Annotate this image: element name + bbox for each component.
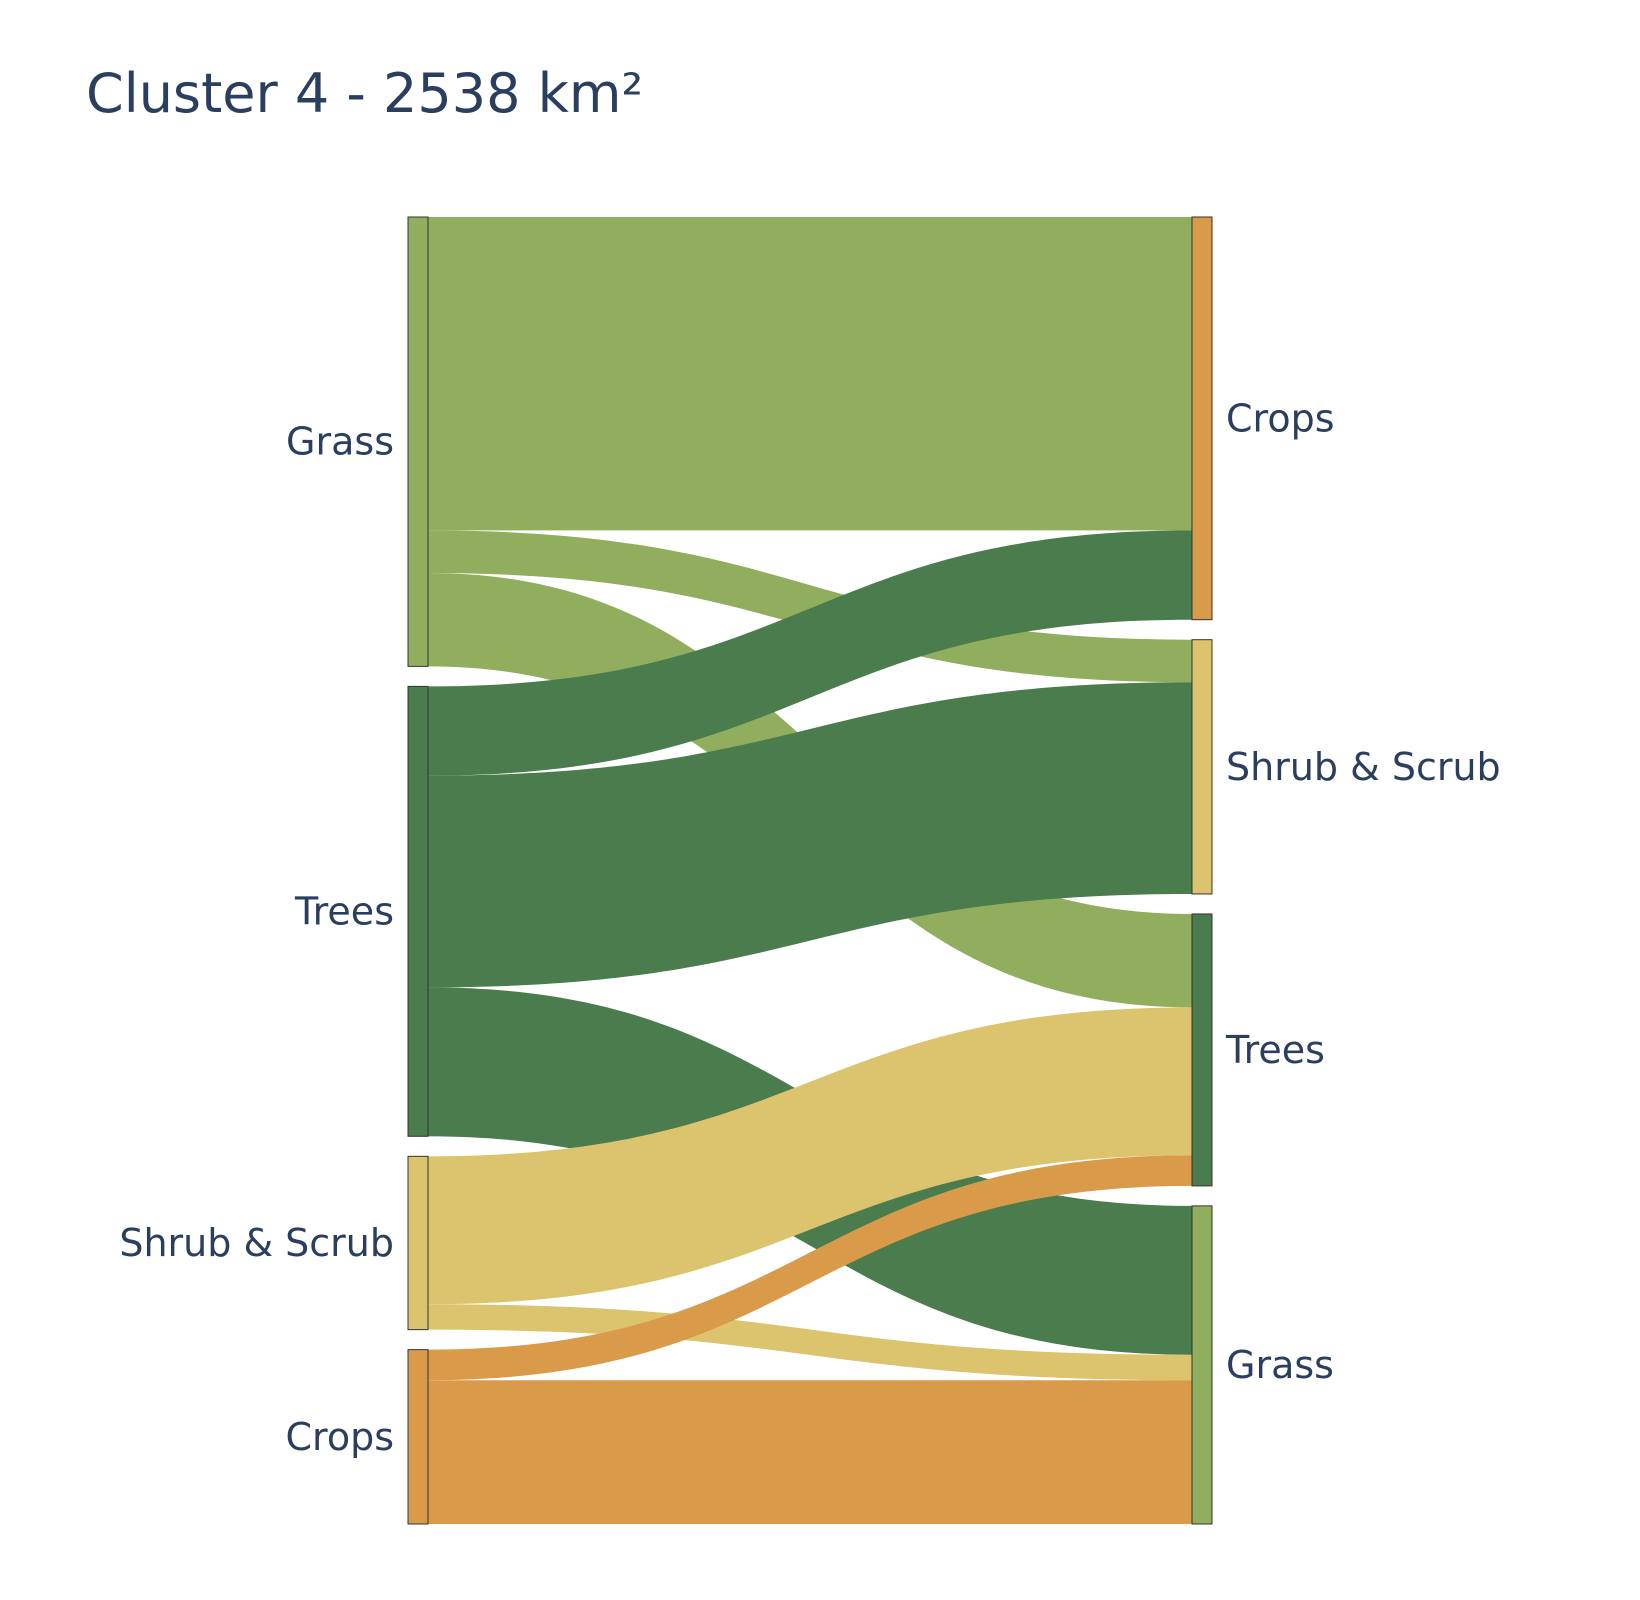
link-trees-to-shrub-and-scrub[interactable] (428, 682, 1192, 988)
link-shrub-and-scrub-to-trees[interactable] (428, 1007, 1192, 1305)
source-node-shrub-and-scrub[interactable] (407, 1155, 429, 1331)
target-node-shrub-and-scrub[interactable] (1191, 639, 1213, 895)
source-node-label-shrub-and-scrub: Shrub & Scrub (119, 1221, 394, 1265)
target-node-label-shrub-and-scrub: Shrub & Scrub (1226, 745, 1501, 789)
target-node-label-trees: Trees (1225, 1028, 1325, 1072)
link-grass-to-shrub-and-scrub[interactable] (428, 530, 1192, 683)
source-node-label-crops: Crops (286, 1415, 395, 1459)
target-node-grass[interactable] (1191, 1205, 1213, 1525)
link-crops-to-trees[interactable] (428, 1155, 1192, 1381)
source-node-grass[interactable] (407, 216, 429, 667)
link-trees-to-crops[interactable] (428, 530, 1192, 776)
link-shrub-and-scrub-to-grass[interactable] (428, 1304, 1192, 1381)
link-grass-to-crops[interactable] (428, 217, 1192, 531)
source-node-trees[interactable] (407, 685, 429, 1137)
target-node-trees[interactable] (1191, 913, 1213, 1187)
source-node-crops[interactable] (407, 1349, 429, 1525)
link-crops-to-grass[interactable] (428, 1380, 1192, 1524)
target-node-label-crops: Crops (1226, 396, 1335, 440)
source-node-label-trees: Trees (294, 889, 394, 933)
chart-title: Cluster 4 - 2538 km² (86, 62, 644, 125)
target-node-label-grass: Grass (1226, 1343, 1334, 1387)
source-node-label-grass: Grass (286, 420, 394, 464)
target-node-crops[interactable] (1191, 216, 1213, 621)
